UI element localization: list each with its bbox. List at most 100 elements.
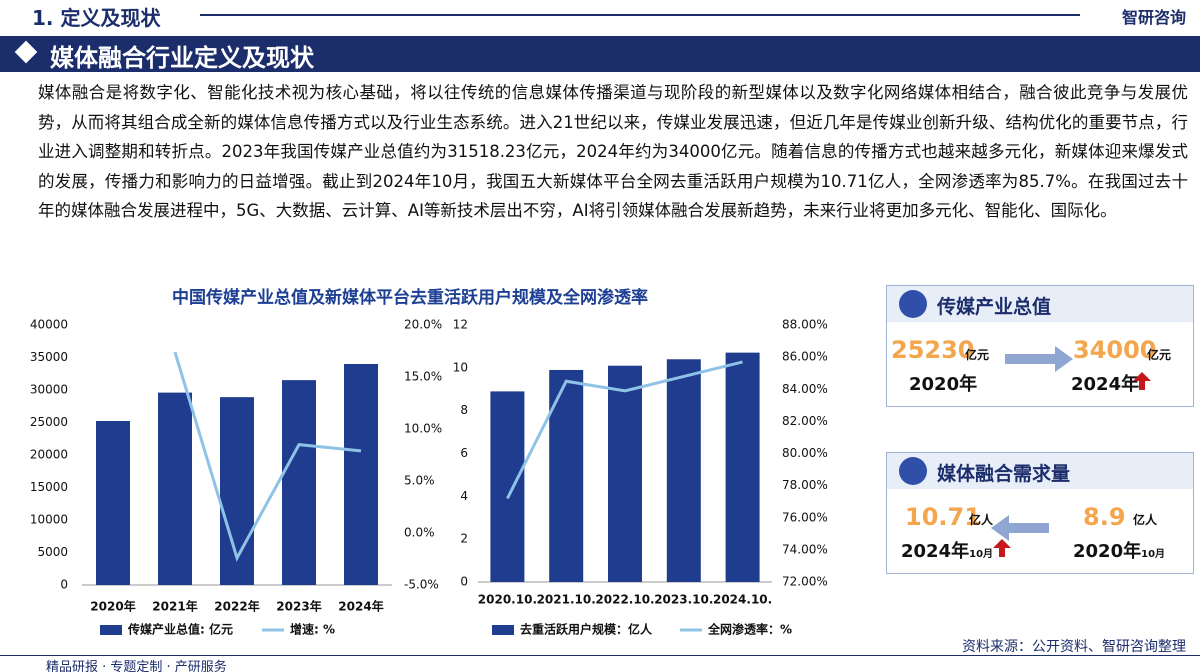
legend-swatch	[492, 625, 514, 635]
y2-tick-label: 0.0%	[404, 526, 435, 540]
year: 2020年	[1073, 541, 1142, 562]
y2-tick-label: 80.00%	[782, 446, 828, 460]
chart-title: 中国传媒产业总值及新媒体平台去重活跃用户规模及全网渗透率	[172, 287, 648, 308]
title-bar	[0, 36, 1200, 72]
section-title: 1. 定义及现状	[32, 6, 161, 30]
panel-unit: 亿人	[969, 513, 994, 527]
source: 资料来源：公开资料、智研咨询整理	[962, 639, 1186, 655]
arrow-shape	[991, 515, 1049, 541]
x-tick-label: 2024年	[338, 599, 383, 614]
y2-tick-label: 76.00%	[782, 510, 828, 524]
y-tick-label: 20000	[30, 448, 68, 462]
x-tick-label: 2020年	[90, 599, 135, 614]
y-tick-label: 2	[460, 532, 468, 546]
y-tick-label: 12	[453, 318, 468, 332]
bar	[158, 392, 192, 585]
y2-tick-label: 86.00%	[782, 350, 828, 364]
line	[173, 351, 362, 562]
panel-value: 8.9	[1083, 503, 1126, 531]
panel-year: 2024年10月	[901, 537, 993, 563]
up-arrow	[993, 539, 1011, 557]
panel: 传媒产业总值 25230 亿元 2020年 34000 亿元 2024年	[886, 285, 1194, 407]
y2-tick-label: 10.0%	[404, 422, 442, 436]
y2-tick-label: 78.00%	[782, 478, 828, 492]
panel-title: 媒体融合需求量	[937, 463, 1071, 485]
header-line	[200, 14, 1080, 16]
panel-icon	[899, 457, 927, 485]
x-tick-label: 2021年	[152, 599, 197, 614]
arrow	[991, 515, 1049, 541]
bar	[344, 364, 378, 585]
panel-unit: 亿元	[965, 348, 990, 362]
x-tick-label: 2023年	[276, 599, 321, 614]
panel-year: 2024年	[1071, 374, 1140, 395]
panel-year: 2020年	[909, 374, 978, 395]
x-tick-label: 2021.10.	[537, 593, 596, 607]
y-tick-label: 10	[453, 360, 468, 374]
legend-label: 全网渗透率：%	[707, 622, 792, 637]
y2-tick-label: 88.00%	[782, 318, 828, 332]
page-title: 媒体融合行业定义及现状	[50, 44, 314, 72]
panel: 媒体融合需求量 10.71 亿人 2024年10月 8.9 亿人 2020年10…	[886, 452, 1194, 574]
panel-header	[887, 453, 1193, 489]
y2-tick-label: 84.00%	[782, 382, 828, 396]
panel-icon	[899, 290, 927, 318]
legend-label: 去重活跃用户规模：亿人	[520, 622, 653, 637]
y-tick-label: 35000	[30, 350, 68, 364]
panel-unit: 亿人	[1133, 513, 1158, 527]
panel-value: 25230	[891, 336, 975, 364]
y2-tick-label: 5.0%	[404, 474, 435, 488]
y2-tick-label: 15.0%	[404, 370, 442, 384]
arrow	[1005, 346, 1073, 372]
y2-tick-label: 82.00%	[782, 414, 828, 428]
y-tick-label: 8	[460, 403, 468, 417]
x-tick-label: 2020.10.	[478, 593, 537, 607]
x-tick-label: 2024.10.	[713, 593, 772, 607]
bar	[608, 365, 642, 582]
panel-year: 2020年10月	[1073, 537, 1165, 563]
bar	[725, 352, 760, 582]
logo: 智研咨询	[1121, 8, 1186, 27]
y-tick-label: 10000	[30, 513, 68, 527]
line	[506, 360, 743, 500]
footer-line	[0, 655, 1200, 656]
y2-tick-label: 72.00%	[782, 575, 828, 589]
panel-unit: 亿元	[1147, 348, 1172, 362]
arrow-shape	[1005, 346, 1073, 372]
y-tick-label: 6	[460, 446, 468, 460]
paragraph: 媒体融合是将数字化、智能化技术视为核心基础，将以往传统的信息媒体传播渠道与现阶段…	[38, 83, 1188, 220]
legend-swatch	[100, 625, 122, 635]
panel-value: 34000	[1073, 336, 1157, 364]
y-tick-label: 30000	[30, 383, 68, 397]
y2-tick-label: 20.0%	[404, 318, 442, 332]
y-tick-label: 15000	[30, 480, 68, 494]
x-tick-label: 2022年	[214, 599, 259, 614]
legend-label: 传媒产业总值: 亿元	[127, 622, 233, 637]
x-tick-label: 2022.10.	[595, 593, 654, 607]
y2-tick-label: -5.0%	[404, 578, 439, 592]
bar	[490, 391, 525, 582]
x-tick-label: 2023.10.	[654, 593, 713, 607]
panel-title: 传媒产业总值	[937, 296, 1052, 318]
panel-header	[887, 286, 1193, 322]
bar	[96, 421, 130, 585]
month: 10月	[969, 549, 994, 560]
y2-tick-label: 74.00%	[782, 542, 828, 556]
month: 10月	[1141, 549, 1166, 560]
y-tick-label: 40000	[30, 318, 68, 332]
bar	[666, 359, 701, 582]
panel-value: 10.71	[905, 503, 981, 531]
up-arrow-shape	[993, 539, 1011, 557]
y-tick-label: 5000	[37, 545, 68, 559]
y-tick-label: 0	[460, 575, 468, 589]
up-arrow-shape	[1133, 372, 1151, 390]
legend-label: 增速: %	[290, 622, 335, 637]
y-tick-label: 25000	[30, 415, 68, 429]
up-arrow	[1133, 372, 1151, 390]
bar	[282, 380, 316, 585]
year: 2024年	[901, 541, 970, 562]
footer: 精品研报 · 专题定制 · 产研服务	[46, 660, 227, 672]
y-tick-label: 0	[60, 578, 68, 592]
